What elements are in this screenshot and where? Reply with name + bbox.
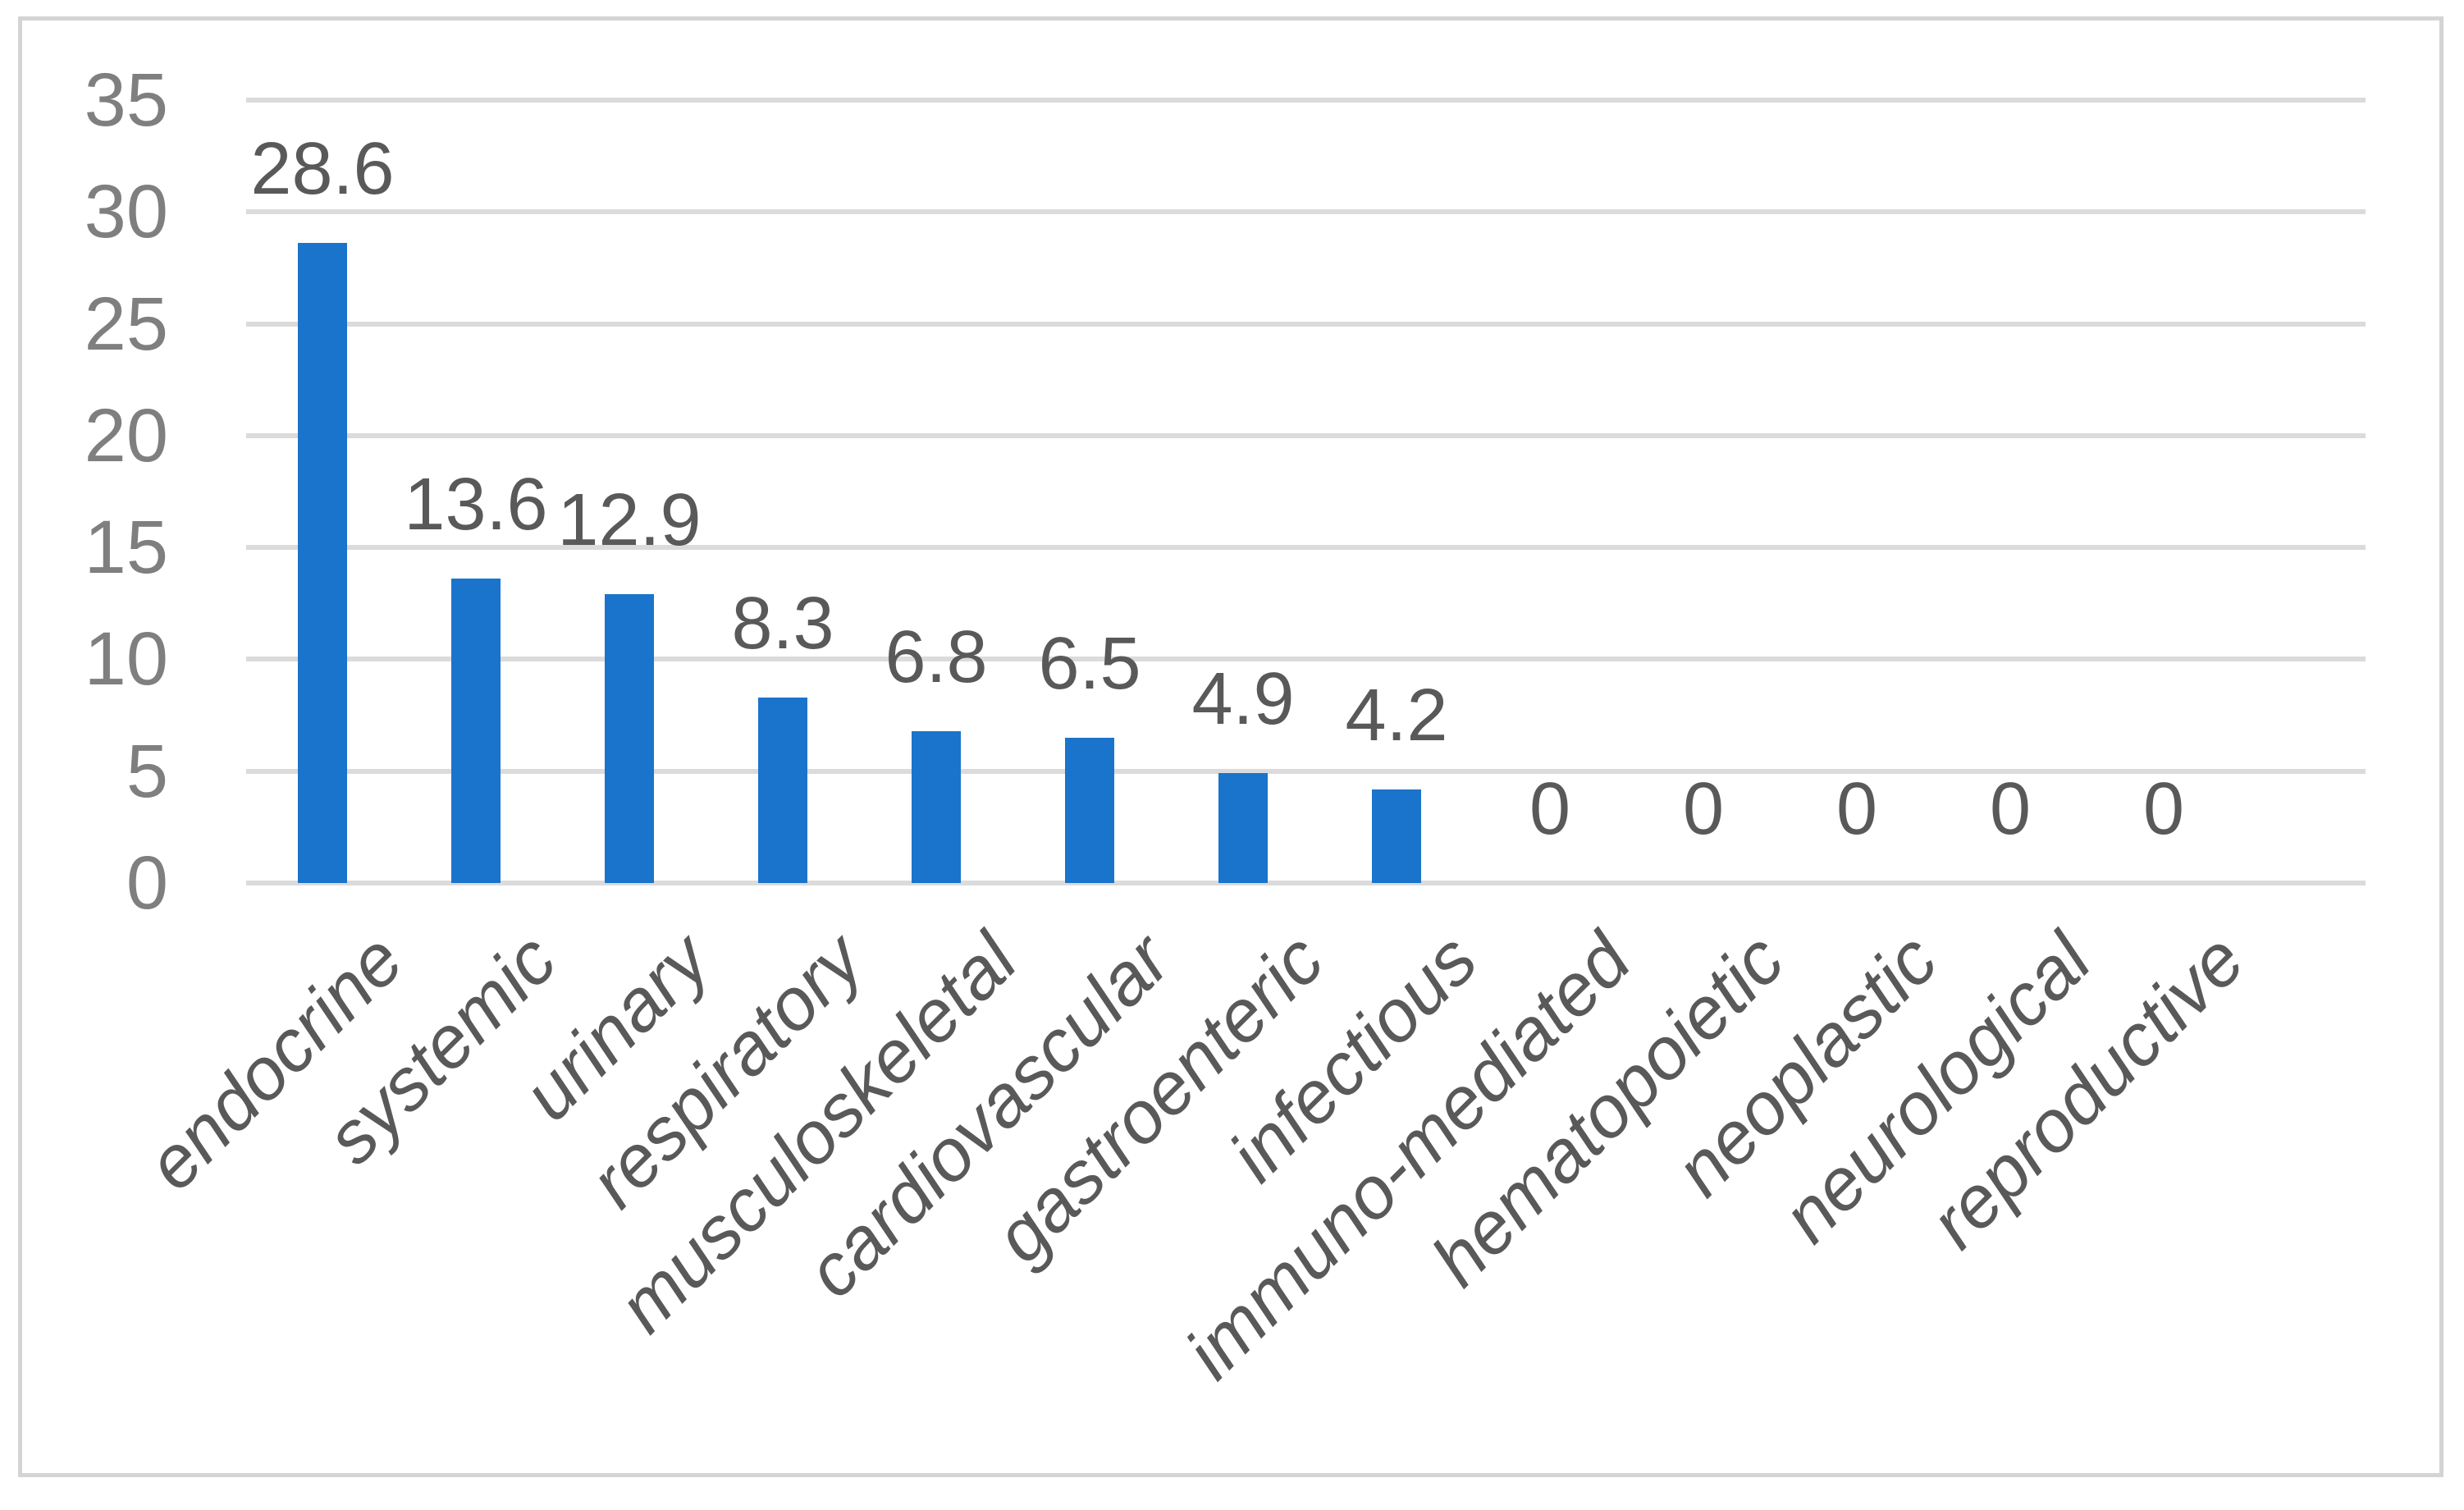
y-tick-label-35: 35 — [84, 57, 168, 142]
gridline-y-25 — [246, 321, 2366, 327]
bar-systemic — [451, 579, 501, 883]
data-label-musculoskeletal: 6.8 — [885, 615, 988, 698]
y-tick-label-25: 25 — [84, 281, 168, 366]
data-label-respiratory: 8.3 — [731, 582, 834, 665]
gridline-y-0 — [246, 881, 2366, 885]
gridline-y-20 — [246, 432, 2366, 438]
y-tick-label-10: 10 — [84, 617, 168, 702]
data-label-hematopoietic: 0 — [1682, 768, 1725, 850]
y-tick-label-0: 0 — [126, 841, 168, 925]
gridline-y-10 — [246, 657, 2366, 662]
bar-respiratory — [758, 697, 807, 883]
data-label-immuno-mediated: 0 — [1529, 768, 1571, 850]
data-label-reproductive: 0 — [2142, 768, 2185, 850]
chart-frame-border — [18, 16, 2443, 1477]
bar-endocrine — [298, 243, 347, 883]
data-label-cardiovascular: 6.5 — [1038, 622, 1141, 705]
gridline-y-5 — [246, 768, 2366, 774]
data-label-neurological: 0 — [1989, 768, 2032, 850]
data-label-neoplastic: 0 — [1835, 768, 1878, 850]
y-tick-label-30: 30 — [84, 170, 168, 254]
gridline-y-35 — [246, 97, 2366, 103]
bar-gastroenteric — [1218, 773, 1268, 883]
data-label-gastroenteric: 4.9 — [1191, 658, 1295, 741]
bar-cardiovascular — [1065, 737, 1114, 883]
gridline-y-15 — [246, 545, 2366, 551]
data-label-endocrine: 28.6 — [250, 128, 395, 211]
y-tick-label-15: 15 — [84, 506, 168, 590]
bar-urinary — [605, 594, 654, 883]
data-label-infectious: 4.2 — [1345, 674, 1448, 757]
gridline-y-30 — [246, 209, 2366, 215]
y-tick-label-20: 20 — [84, 393, 168, 478]
y-tick-label-5: 5 — [126, 729, 168, 813]
bar-musculoskeletal — [912, 730, 961, 883]
data-label-systemic: 13.6 — [404, 464, 548, 547]
bar-infectious — [1372, 789, 1421, 883]
data-label-urinary: 12.9 — [557, 479, 702, 562]
